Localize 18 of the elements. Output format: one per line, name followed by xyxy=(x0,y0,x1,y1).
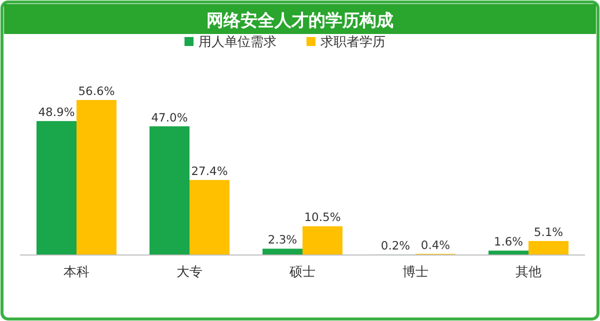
x-tick-label: 本科 xyxy=(64,265,90,280)
x-tick-label: 其他 xyxy=(516,265,542,280)
data-label: 1.6% xyxy=(494,234,524,249)
data-label: 48.9% xyxy=(38,105,75,120)
data-label: 27.4% xyxy=(191,164,228,178)
data-label: 0.2% xyxy=(380,238,410,252)
chart-title: 网络安全人才的学历构成 xyxy=(206,11,394,31)
data-label: 0.4% xyxy=(420,238,450,252)
legend-label: 求职者学历 xyxy=(320,35,386,50)
data-label: 10.5% xyxy=(304,210,341,224)
legend-label: 用人单位需求 xyxy=(198,35,276,50)
data-label: 2.3% xyxy=(268,232,298,247)
data-label: 56.6% xyxy=(78,84,115,98)
x-tick-label: 大专 xyxy=(176,265,202,280)
data-label: 47.0% xyxy=(151,110,188,124)
x-tick-label: 博士 xyxy=(402,265,428,280)
data-label: 5.1% xyxy=(534,225,564,240)
x-tick-label: 硕士 xyxy=(288,265,316,280)
